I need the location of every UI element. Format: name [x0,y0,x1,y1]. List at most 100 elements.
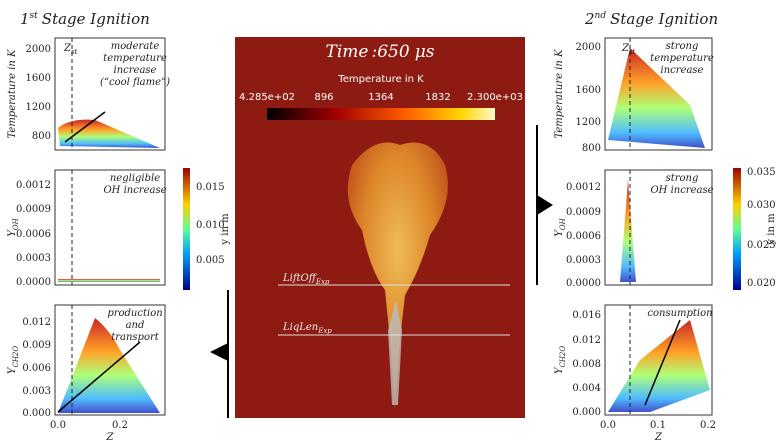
y-tick-label: 0.003 [22,386,51,397]
colorbar-tick-label: 0.005 [196,255,225,266]
y-tick-label: 1600 [576,85,601,96]
annotation: temperature [650,53,714,64]
y-tick-label: 1200 [576,117,601,128]
text-main: Y [7,229,18,237]
text-main: Y [554,366,565,374]
time-word: Time [326,42,369,62]
plot-frame [54,37,166,151]
annotation: increase [114,65,157,76]
colorbar-tick-label: 2.300e+03 [467,92,523,103]
annotation: OH increase [103,185,166,196]
arrow [57,341,141,413]
colorbar-tick-label: 1364 [368,92,393,103]
annotation: increase [661,65,704,76]
y-axis-label: Temperature in K [554,49,565,139]
panel-title: 1st Stage Ignition [20,10,150,28]
y-tick-label: 0.004 [572,383,601,394]
title-number: 1 [20,10,30,28]
text-main: Y [7,366,18,374]
time-label: Time:650 μs [326,42,435,62]
temperature-colorbar [267,108,495,120]
annotation: temperature [103,53,167,64]
reference-line-label: LiftOffExp [282,273,330,286]
y-tick-label: 0.009 [22,340,51,351]
scatter-cloud [58,279,160,282]
title-sup: st [30,11,39,21]
annotation: (“cool flame”) [100,77,170,88]
y-tick-label: 800 [32,131,51,142]
y-tick-label: 800 [582,143,601,154]
text-sub: OH [559,217,567,230]
x-axis-label: Z [106,432,115,443]
colorbar-tick-label: 0.020 [747,278,776,289]
annotation: and [126,320,145,331]
y-tick-label: 0.0003 [566,255,601,266]
x-tick-label: 0.0 [50,420,66,431]
plot-frame [604,169,713,286]
text-sub: CH2O [12,346,20,368]
y-tick-label: 0.000 [22,408,51,419]
x-tick-label: 0.2 [700,420,716,431]
y-axis-label: YOH [554,217,567,236]
annotation: production [107,308,162,319]
zst-label: Zst [621,43,636,56]
y-tick-label: 0.0006 [566,231,601,242]
colorbar-tick-label: 896 [314,92,333,103]
colorbar-tick-label: 0.010 [196,220,225,231]
y-tick-label: 0.0003 [16,253,51,264]
scatter-cloud [620,180,636,282]
title-text: Stage Ignition [42,10,150,28]
y-tick-label: 0.0009 [16,204,51,215]
y-tick-label: 0.0000 [566,278,601,289]
y-axis-label: YCH2O [7,346,20,375]
colorbar-label: y in m [766,213,777,246]
text-sub: Exp [315,278,330,286]
y-tick-label: 0.0000 [16,277,51,288]
text-main: LiftOff [282,273,318,284]
plot-frame [54,304,166,416]
y-tick-label: 1600 [26,73,51,84]
text-sub: Exp [317,327,332,335]
colorbar-tick-label: 0.035 [747,167,776,178]
colorbar-tick-label: 0.015 [196,182,225,193]
y-axis-label: YCH2O [554,346,567,375]
annotation: OH increase [650,185,713,196]
annotation: strong [666,173,699,184]
flame [347,142,448,410]
title-text: Stage Ignition [610,10,718,28]
text-main: Y [554,229,565,237]
y-tick-label: 0.0006 [16,229,51,240]
title-number: 2 [584,10,595,28]
y-axis-label: YOH [7,217,20,236]
x-tick-label: 0.1 [650,420,666,431]
y-tick-label: 0.008 [572,359,601,370]
annotation: transport [111,332,160,343]
scatter-cloud [608,320,710,412]
scatter-cloud [58,119,160,148]
annotation: moderate [111,41,160,52]
y-tick-label: 0.012 [22,317,51,328]
y-axis-label: Temperature in K [7,49,18,139]
time-value: :650 [372,42,410,62]
colorbar-tick-label: 0.025 [747,240,776,251]
colorbar-tick-label: 1832 [425,92,450,103]
title-sup: nd [595,11,607,21]
scatter-cloud [608,48,705,148]
text-main: Z [63,43,72,54]
arrow [64,111,106,143]
panel-title: 2nd Stage Ignition [584,10,718,28]
text-sub: st [629,48,636,56]
text-main: Temperature in K [554,49,565,139]
colorbar-tick-label: 0.030 [747,200,776,211]
text-main: LiqLen [282,322,318,333]
x-tick-label: 0.0 [600,420,616,431]
y-tick-label: 2000 [26,44,51,55]
plot-frame [604,304,713,416]
annotation: negligible [110,173,160,184]
colorbar-title: Temperature in K [337,74,424,85]
annotation: strong [666,41,699,52]
colorbar-label: y in m [220,213,231,246]
text-sub: OH [12,217,20,230]
y-tick-label: 0.012 [572,335,601,346]
